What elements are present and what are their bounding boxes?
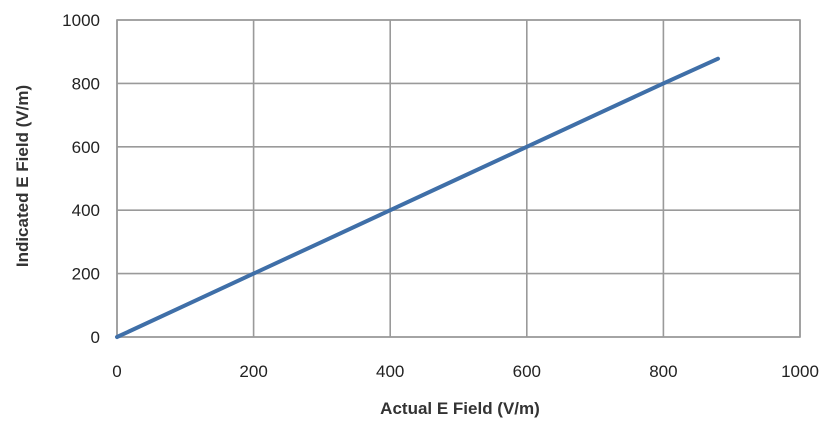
x-tick-label-800: 800 — [649, 362, 677, 381]
y-tick-label-0: 0 — [91, 328, 100, 347]
y-axis-ticks: 0 200 400 600 800 1000 — [62, 11, 100, 347]
y-tick-label-600: 600 — [72, 138, 100, 157]
plot-area — [116, 19, 801, 338]
y-tick-label-800: 800 — [72, 74, 100, 93]
x-axis-title: Actual E Field (V/m) — [380, 399, 540, 418]
y-tick-label-400: 400 — [72, 201, 100, 220]
x-tick-label-400: 400 — [376, 362, 404, 381]
y-axis-title: Indicated E Field (V/m) — [13, 85, 32, 267]
series-layer — [115, 56, 720, 339]
series-line-1 — [115, 56, 720, 339]
x-tick-label-0: 0 — [112, 362, 121, 381]
y-tick-label-200: 200 — [72, 265, 100, 284]
x-axis-ticks: 0 200 400 600 800 1000 — [112, 362, 819, 381]
y-tick-label-1000: 1000 — [62, 11, 100, 30]
x-tick-label-600: 600 — [513, 362, 541, 381]
x-tick-label-1000: 1000 — [781, 362, 819, 381]
x-tick-label-200: 200 — [239, 362, 267, 381]
